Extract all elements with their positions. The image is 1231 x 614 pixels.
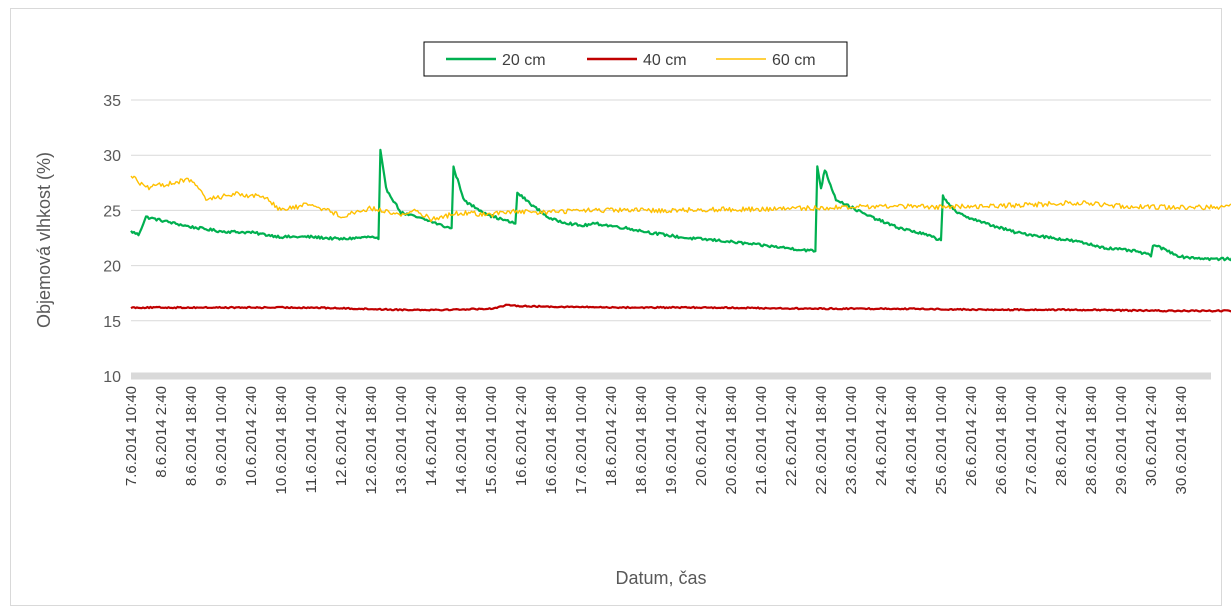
gridlines (131, 99, 1211, 380)
x-tick-label: 27.6.2014 10:40 (1023, 386, 1040, 494)
x-tick-label: 7.6.2014 10:40 (123, 386, 140, 486)
y-tick-label: 20 (103, 259, 121, 276)
x-tick-label: 25.6.2014 10:40 (933, 386, 950, 494)
legend-label: 20 cm (502, 52, 546, 69)
y-tick-label: 25 (103, 203, 121, 220)
x-tick-label: 12.6.2014 18:40 (363, 386, 380, 494)
x-tick-label: 24.6.2014 2:40 (873, 386, 890, 486)
x-tick-label: 24.6.2014 18:40 (903, 386, 920, 494)
y-axis-tick-labels: 10 15 20 25 30 35 (103, 93, 121, 386)
y-tick-label: 35 (103, 93, 121, 110)
legend: 20 cm 40 cm 60 cm (423, 41, 848, 77)
legend-label: 40 cm (643, 52, 687, 69)
x-tick-label: 15.6.2014 10:40 (483, 386, 500, 494)
x-tick-label: 22.6.2014 2:40 (783, 386, 800, 486)
x-tick-label: 30.6.2014 2:40 (1143, 386, 1160, 486)
x-tick-label: 8.6.2014 18:40 (183, 386, 200, 486)
x-tick-label: 9.6.2014 10:40 (213, 386, 230, 486)
legend-label: 60 cm (772, 52, 816, 69)
x-axis-title: Datum, čas (615, 568, 706, 588)
x-tick-label: 12.6.2014 2:40 (333, 386, 350, 486)
x-tick-label: 28.6.2014 18:40 (1083, 386, 1100, 494)
y-axis-title: Objemová vlhkost (%) (34, 152, 54, 328)
x-tick-label: 28.6.2014 2:40 (1053, 386, 1070, 486)
series-lines (130, 148, 1231, 313)
x-tick-label: 14.6.2014 18:40 (453, 386, 470, 494)
x-tick-label: 18.6.2014 2:40 (603, 386, 620, 486)
x-tick-label: 18.6.2014 18:40 (633, 386, 650, 494)
x-tick-label: 17.6.2014 10:40 (573, 386, 590, 494)
x-tick-label: 26.6.2014 2:40 (963, 386, 980, 486)
x-tick-label: 26.6.2014 18:40 (993, 386, 1010, 494)
y-tick-label: 10 (103, 369, 121, 386)
x-tick-label: 13.6.2014 10:40 (393, 386, 410, 494)
x-tick-label: 20.6.2014 2:40 (693, 386, 710, 486)
x-tick-label: 23.6.2014 10:40 (843, 386, 860, 494)
x-tick-label: 30.6.2014 18:40 (1173, 386, 1190, 494)
x-tick-label: 16.6.2014 18:40 (543, 386, 560, 494)
y-tick-label: 15 (103, 314, 121, 331)
x-tick-label: 21.6.2014 10:40 (753, 386, 770, 494)
x-tick-label: 14.6.2014 2:40 (423, 386, 440, 486)
x-axis-tick-labels: 7.6.2014 10:40 8.6.2014 2:40 8.6.2014 18:4… (123, 386, 1190, 494)
x-tick-label: 22.6.2014 18:40 (813, 386, 830, 494)
series-line-20-cm (130, 148, 1231, 262)
x-tick-label: 10.6.2014 2:40 (243, 386, 260, 486)
x-tick-label: 16.6.2014 2:40 (513, 386, 530, 486)
x-tick-label: 8.6.2014 2:40 (153, 386, 170, 478)
series-line-40-cm (130, 303, 1231, 313)
x-tick-label: 10.6.2014 18:40 (273, 386, 290, 494)
y-tick-label: 30 (103, 148, 121, 165)
x-tick-label: 29.6.2014 10:40 (1113, 386, 1130, 494)
x-tick-label: 19.6.2014 10:40 (663, 386, 680, 494)
x-tick-label: 20.6.2014 18:40 (723, 386, 740, 494)
series-line-60-cm (130, 175, 1231, 223)
x-tick-label: 11.6.2014 10:40 (303, 386, 320, 493)
